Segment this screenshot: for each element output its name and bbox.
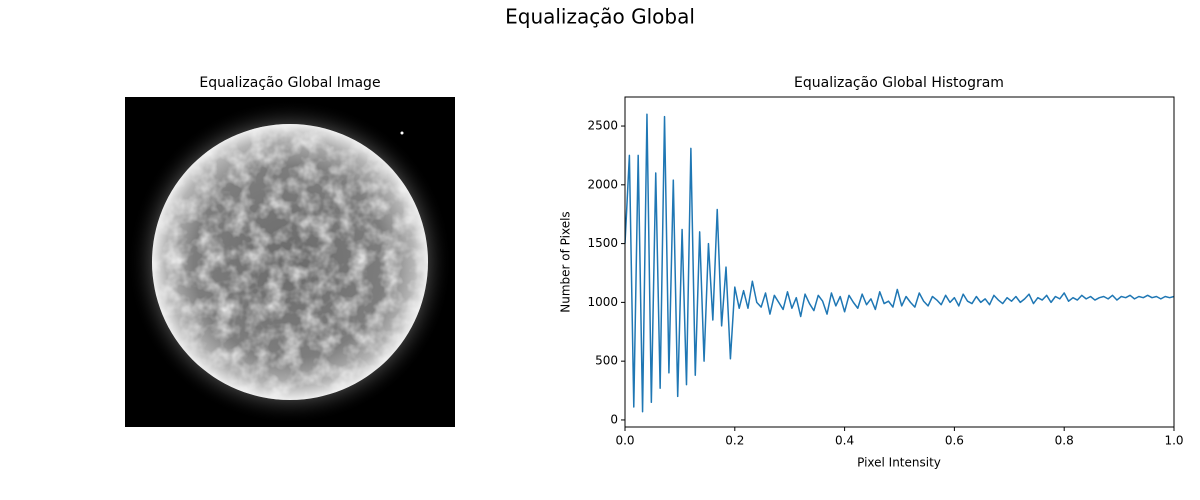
figure-title: Equalização Global: [505, 5, 695, 29]
x-tick-label: 0.4: [835, 434, 854, 448]
y-tick-label: 500: [595, 354, 618, 368]
y-tick-label: 2000: [587, 177, 618, 191]
x-tick-label: 0.8: [1055, 434, 1074, 448]
x-axis-label: Pixel Intensity: [857, 456, 941, 470]
y-tick-label: 2500: [587, 119, 618, 133]
histogram-line: [625, 114, 1174, 411]
star: [400, 131, 404, 135]
y-tick-label: 1500: [587, 236, 618, 250]
y-tick-label: 1000: [587, 295, 618, 309]
histogram-panel: Equalização Global Histogram Pixel Inten…: [559, 75, 1004, 470]
axes-frame: [624, 96, 1175, 428]
x-tick-label: 0.2: [725, 434, 744, 448]
image-panel: Equalização Global Image: [125, 75, 455, 427]
x-tick-label: 0.6: [945, 434, 964, 448]
x-tick-label: 1.0: [1164, 434, 1183, 448]
x-tick-label: 0.0: [615, 434, 634, 448]
chart-title: Equalização Global Histogram: [794, 75, 1004, 91]
y-axis-label: Number of Pixels: [559, 211, 573, 312]
y-tick-label: 0: [610, 412, 618, 426]
sun-texture: [152, 124, 428, 400]
image-title: Equalização Global Image: [199, 75, 380, 91]
